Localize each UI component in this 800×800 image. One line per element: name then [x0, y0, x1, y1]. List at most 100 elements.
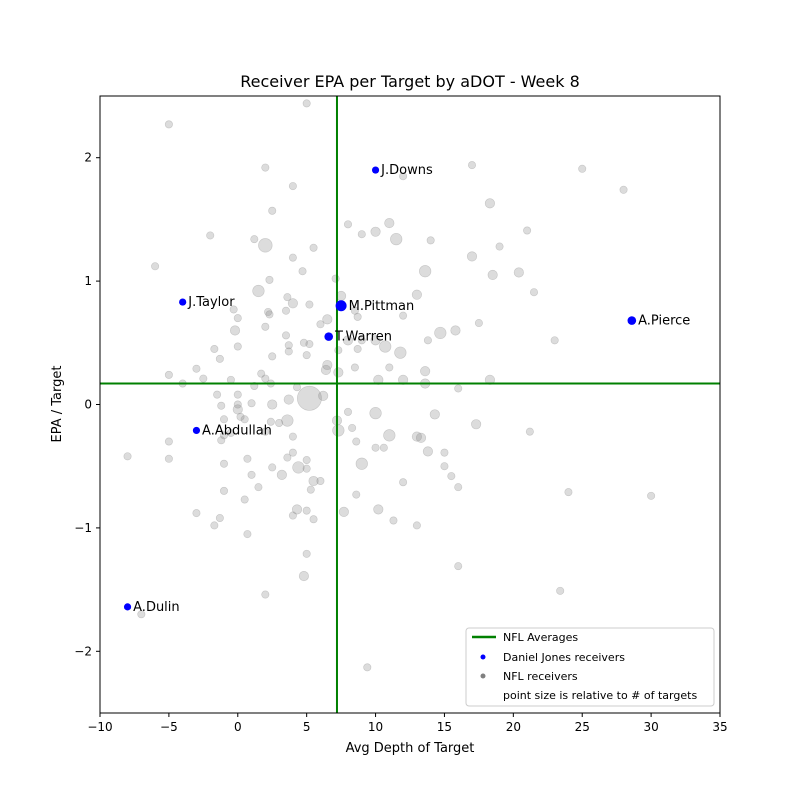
nfl-receiver-point [210, 521, 219, 530]
y-axis-ticks: −2 −1 0 1 2 [74, 151, 100, 658]
nfl-receiver-point [164, 120, 173, 129]
y-tick-label: −1 [74, 521, 92, 535]
nfl-receiver-point [281, 306, 290, 315]
nfl-receiver-point [261, 322, 270, 331]
nfl-receiver-point [390, 233, 403, 246]
chart-title: Receiver EPA per Target by aDOT - Week 8 [240, 72, 580, 91]
nfl-receiver-point [322, 359, 333, 371]
nfl-receiver-point [276, 469, 287, 480]
nfl-receiver-point [466, 251, 478, 262]
nfl-receiver-point [447, 472, 456, 481]
highlight-point [371, 166, 380, 174]
nfl-receiver-point [137, 610, 146, 619]
nfl-receiver-point [355, 457, 368, 470]
nfl-receiver-point [261, 163, 270, 172]
nfl-receiver-point [298, 570, 309, 582]
nfl-receiver-point [199, 374, 208, 383]
nfl-receiver-point [513, 267, 524, 278]
nfl-receiver-point [302, 456, 311, 465]
nfl-receiver-point [318, 390, 329, 401]
nfl-receiver-point [258, 238, 273, 253]
nfl-receiver-point [264, 307, 273, 316]
legend-gray-dot [480, 673, 486, 679]
nfl-receiver-point [233, 342, 242, 351]
x-tick-label: 0 [234, 720, 242, 734]
nfl-receiver-point [275, 419, 284, 428]
nfl-receiver-point [250, 235, 259, 244]
nfl-receiver-point [302, 549, 311, 558]
highlight-point [179, 298, 187, 306]
nfl-receiver-point [215, 514, 224, 523]
nfl-receiver-point [217, 436, 226, 445]
highlight-point [324, 332, 334, 341]
nfl-receiver-point [399, 172, 408, 181]
x-tick-label: 5 [303, 720, 311, 734]
nfl-receiver-point [369, 407, 382, 420]
nfl-receiver-point [342, 335, 354, 346]
nfl-receiver-point [305, 340, 314, 349]
nfl-receiver-point [229, 325, 241, 336]
x-tick-label: 10 [368, 720, 383, 734]
nfl-receiver-point [220, 431, 229, 440]
nfl-receiver-point [265, 310, 274, 319]
nfl-receiver-point [333, 367, 344, 378]
point-label: J.Taylor [187, 295, 235, 310]
nfl-receiver-point [348, 423, 357, 432]
nfl-receiver-point [411, 431, 422, 442]
nfl-receiver-point [619, 185, 628, 194]
nfl-receiver-point [399, 311, 408, 320]
nfl-receiver-point [288, 511, 297, 520]
nfl-receiver-point [647, 491, 656, 500]
highlight-point [192, 426, 201, 435]
nfl-receiver-point [123, 452, 132, 461]
nfl-receiver-point [206, 231, 215, 240]
nfl-receiver-point [229, 305, 238, 314]
nfl-receiver-point [302, 506, 311, 515]
nfl-receiver-point [217, 401, 226, 410]
nfl-receiver-point [331, 274, 340, 283]
nfl-receiver-point [220, 415, 229, 424]
nfl-receiver-point [283, 394, 294, 405]
nfl-receiver-point [281, 414, 294, 427]
nfl-receiver-point [357, 230, 366, 239]
nfl-receiver-point [261, 427, 270, 436]
nfl-receiver-point [302, 99, 311, 108]
nfl-receiver-point [192, 509, 201, 518]
nfl-receiver-point [261, 374, 270, 383]
point-label: J.Downs [380, 163, 433, 178]
point-label: A.Dulin [133, 600, 180, 615]
nfl-receiver-point [467, 161, 476, 170]
nfl-receiver-point [240, 415, 249, 424]
nfl-receiver-point [454, 483, 463, 492]
nfl-receiver-point [434, 326, 447, 340]
nfl-receiver-point [213, 390, 222, 399]
nfl-receiver-point [243, 530, 252, 539]
nfl-receiver-point [283, 293, 292, 302]
nfl-receiver-point [353, 344, 362, 353]
legend-entry-highlight: Daniel Jones receivers [503, 651, 625, 664]
x-tick-label: 15 [437, 720, 452, 734]
nfl-receiver-point [287, 298, 298, 309]
nfl-receiver-point [288, 253, 297, 262]
nfl-receiver-point [363, 663, 372, 672]
nfl-receiver-point [293, 383, 302, 392]
nfl-receiver-point [578, 164, 587, 173]
nfl-receiver-point [254, 483, 263, 492]
nfl-receiver-point [316, 320, 325, 329]
nfl-receiver-point [471, 419, 482, 430]
point-label: M.Pittman [349, 299, 415, 314]
nfl-receiver-point [192, 364, 201, 373]
nfl-receiver-point [474, 319, 483, 328]
average-lines [100, 96, 720, 713]
nfl-receiver-point [350, 306, 359, 315]
nfl-receiver-point [371, 443, 380, 452]
legend-entry-nfl: NFL receivers [503, 670, 578, 683]
x-tick-label: 20 [506, 720, 521, 734]
highlight-point [627, 316, 637, 325]
nfl-receiver-point [440, 462, 449, 471]
nfl-receiver-point [487, 269, 498, 280]
legend-entry-size-note: point size is relative to # of targets [503, 689, 697, 702]
nfl-receiver-point [423, 336, 432, 345]
nfl-receiver-point [350, 363, 359, 372]
